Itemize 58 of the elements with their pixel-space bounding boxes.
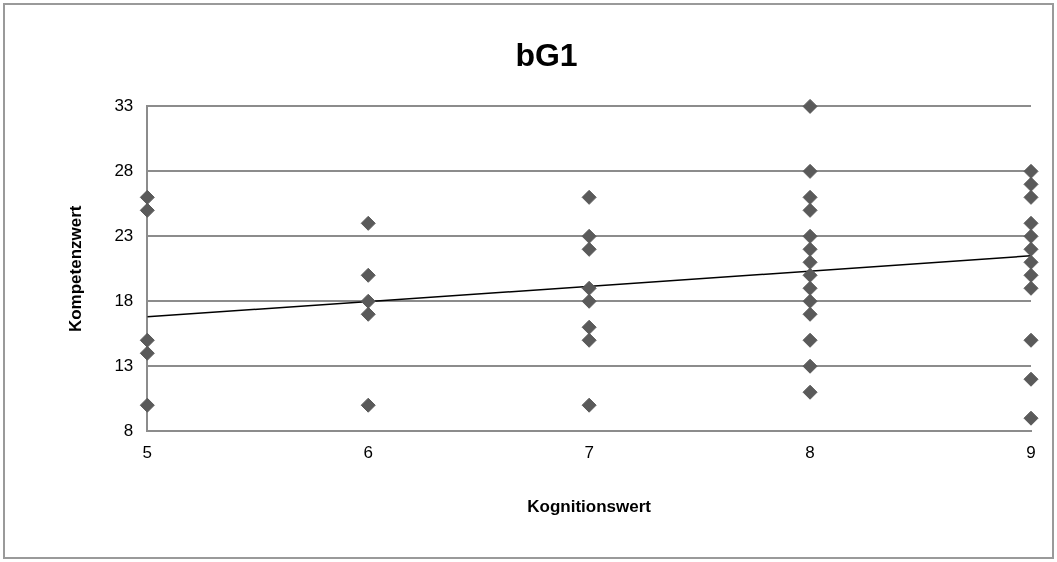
point <box>1023 254 1039 270</box>
point <box>802 384 818 400</box>
point <box>1023 228 1039 244</box>
point <box>1023 410 1039 426</box>
point <box>139 189 155 205</box>
y-tick-label: 8 <box>123 420 134 440</box>
point <box>1023 176 1039 192</box>
point <box>1023 332 1039 348</box>
x-tick-label: 5 <box>142 443 153 463</box>
point <box>360 267 376 283</box>
x-tick-label: 7 <box>584 443 594 463</box>
point <box>802 280 818 296</box>
y-tick-label: 28 <box>114 161 134 181</box>
point <box>581 319 597 335</box>
point <box>139 202 155 218</box>
point <box>802 202 818 218</box>
point <box>802 241 818 257</box>
point <box>1023 189 1039 205</box>
point <box>802 98 818 114</box>
y-tick-label: 33 <box>114 96 134 116</box>
point <box>139 345 155 361</box>
point <box>1023 241 1039 257</box>
point <box>802 228 818 244</box>
point <box>1023 163 1039 179</box>
point <box>1023 280 1039 296</box>
point <box>360 215 376 231</box>
point <box>802 254 818 270</box>
x-axis-title: Kognitionswert <box>527 497 652 517</box>
y-tick-label: 18 <box>114 290 134 310</box>
point <box>360 293 376 309</box>
point <box>581 397 597 413</box>
point <box>802 332 818 348</box>
point <box>581 241 597 257</box>
point <box>1023 267 1039 283</box>
point <box>581 189 597 205</box>
y-axis-title: Kompetenzwert <box>65 205 85 333</box>
x-tick-label: 6 <box>363 443 373 463</box>
point <box>802 163 818 179</box>
point <box>802 358 818 374</box>
x-tick-label: 9 <box>1026 443 1036 463</box>
point <box>360 306 376 322</box>
point <box>581 293 597 309</box>
y-tick-label: 23 <box>114 226 134 246</box>
point <box>360 397 376 413</box>
point <box>802 189 818 205</box>
chart-title: bG1 <box>515 37 578 74</box>
point <box>1023 371 1039 387</box>
point <box>139 397 155 413</box>
y-tick-label: 13 <box>114 355 134 375</box>
point <box>581 228 597 244</box>
point <box>581 280 597 296</box>
point <box>1023 215 1039 231</box>
point <box>581 332 597 348</box>
point <box>139 332 155 348</box>
point <box>802 293 818 309</box>
point <box>802 267 818 283</box>
point <box>802 306 818 322</box>
x-tick-label: 8 <box>805 443 815 463</box>
